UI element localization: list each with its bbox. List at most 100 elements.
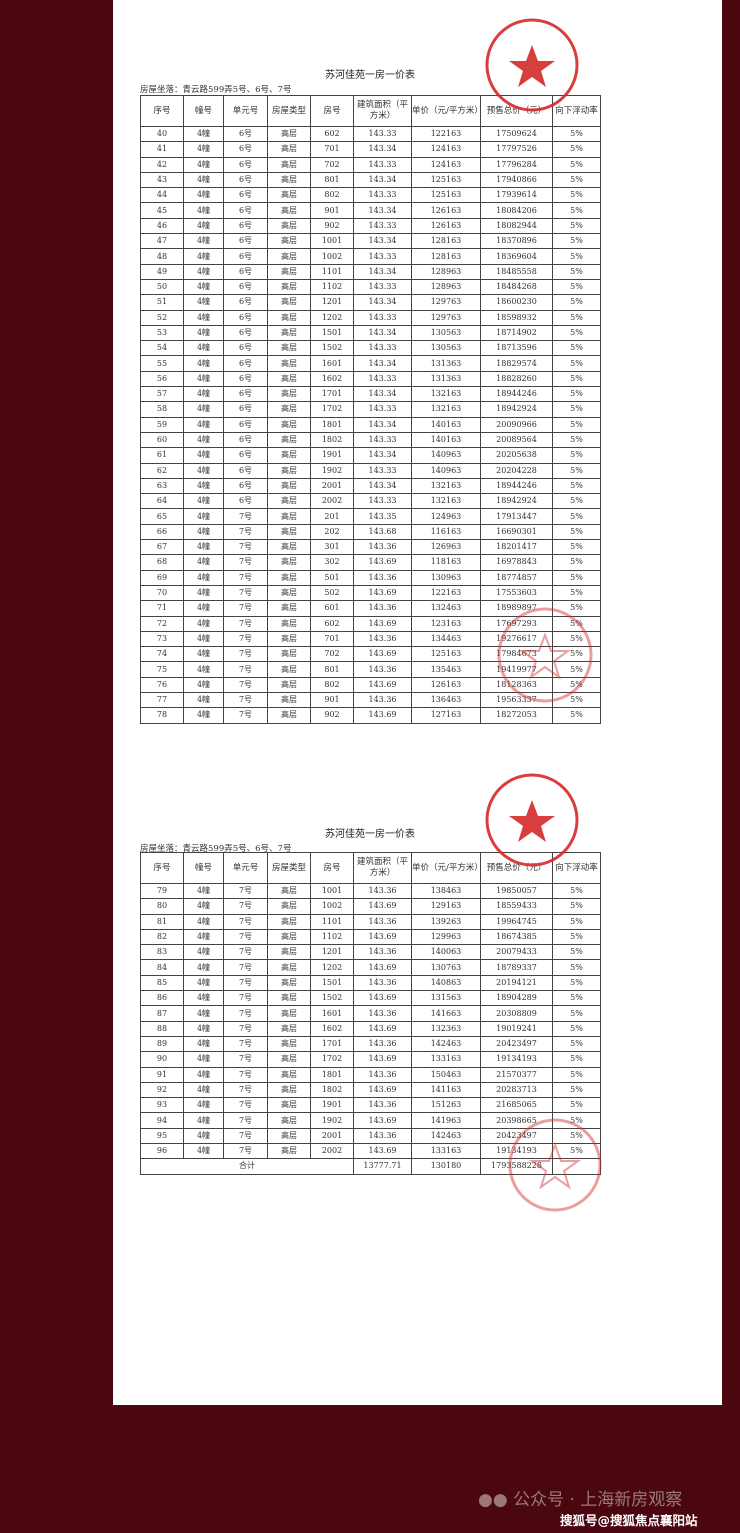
- table-cell: 18484268: [480, 278, 553, 296]
- table-cell: 7号: [223, 1081, 268, 1099]
- table-cell: 1502: [310, 340, 354, 357]
- table-cell: 高层: [267, 569, 311, 586]
- table-row: 58 4幢 6号 高层 1702 143.33 132163 18942924 5%: [140, 401, 601, 418]
- table-cell: 143.36: [353, 539, 412, 556]
- table-cell: 138463: [411, 882, 481, 900]
- table-cell: 143.69: [353, 959, 412, 976]
- table-cell: 1201: [310, 944, 354, 961]
- table-cell: 4幢: [183, 294, 224, 311]
- table-cell: 6号: [223, 324, 268, 342]
- table-cell: 1702: [310, 1051, 354, 1068]
- table-cell: 4幢: [183, 324, 224, 342]
- table-cell: 901: [310, 202, 354, 219]
- table-cell: 7号: [223, 882, 268, 900]
- sheet-title: 苏河佳苑一房一价表: [325, 829, 415, 840]
- table-row: 61 4幢 6号 高层 1901 143.34 140963 20205638 5%: [140, 447, 601, 464]
- table-cell: 4幢: [183, 676, 224, 693]
- table-cell: 5%: [552, 340, 601, 357]
- table-row: 82 4幢 7号 高层 1102 143.69 129963 18674385 5%: [140, 928, 601, 946]
- table-cell: 125163: [411, 646, 481, 663]
- table-cell: 高层: [267, 554, 311, 571]
- table-cell: 89: [140, 1035, 184, 1053]
- column-header: 单价（元/平方米）: [411, 852, 481, 884]
- table-row: 84 4幢 7号 高层 1202 143.69 130763 18789337 5%: [140, 959, 601, 976]
- table-cell: 87: [140, 1005, 184, 1022]
- table-cell: 高层: [267, 401, 311, 418]
- table-cell: 143.33: [353, 248, 412, 265]
- table-cell: 高层: [267, 898, 311, 915]
- table-cell: 4幢: [183, 898, 224, 915]
- table-cell: 84: [140, 959, 184, 976]
- table-cell: 高层: [267, 340, 311, 357]
- table-cell: 125163: [411, 171, 481, 189]
- table-cell: 5%: [552, 141, 601, 158]
- table-cell: 7号: [223, 1127, 268, 1145]
- table-cell: 5%: [552, 386, 601, 403]
- table-cell: 4幢: [183, 1081, 224, 1099]
- table-cell: 高层: [267, 324, 311, 342]
- table-cell: 7号: [223, 974, 268, 992]
- table-cell: 143.36: [353, 944, 412, 961]
- table-cell: 6号: [223, 309, 268, 326]
- table-cell: 高层: [267, 1097, 311, 1114]
- table-cell: 1601: [310, 355, 354, 372]
- table-cell: 4幢: [183, 278, 224, 296]
- table-cell: 高层: [267, 691, 311, 709]
- table-cell: 高层: [267, 386, 311, 403]
- table-cell: 45: [140, 202, 184, 219]
- header-row: 序号 幢号 单元号 房屋类型 房号 建筑面积（平方米） 单价（元/平方米） 预售总价（元） 向下…: [140, 95, 601, 127]
- column-header: 建筑面积（平方米）: [353, 95, 412, 127]
- table-cell: 5%: [552, 959, 601, 976]
- table-cell: 4幢: [183, 141, 224, 158]
- table-row: 44 4幢 6号 高层 802 143.33 125163 17939614 5%: [140, 187, 601, 204]
- table-cell: 63: [140, 477, 184, 495]
- table-cell: 高层: [267, 263, 311, 280]
- table-row: 86 4幢 7号 高层 1502 143.69 131563 18904289 5%: [140, 990, 601, 1007]
- table-cell: 17913447: [480, 508, 553, 525]
- table-cell: 1702: [310, 401, 354, 418]
- column-header: 单价（元/平方米）: [411, 95, 481, 127]
- table-cell: 18598932: [480, 309, 553, 326]
- table-cell: 19019241: [480, 1020, 553, 1037]
- table-cell: 1501: [310, 974, 354, 992]
- table-cell: 18485558: [480, 263, 553, 280]
- table-cell: 1202: [310, 959, 354, 976]
- wechat-watermark: ●● 公众号 · 上海新房观察: [478, 1490, 683, 1510]
- table-cell: 高层: [267, 187, 311, 204]
- table-cell: 4幢: [183, 493, 224, 510]
- table-cell: 125163: [411, 187, 481, 204]
- table-cell: 5%: [552, 462, 601, 479]
- table-cell: 高层: [267, 477, 311, 495]
- table-cell: 5%: [552, 974, 601, 992]
- table-cell: 高层: [267, 1081, 311, 1099]
- table-cell: 高层: [267, 1143, 311, 1160]
- table-cell: 5%: [552, 1066, 601, 1083]
- table-cell: 5%: [552, 928, 601, 946]
- table-cell: 6号: [223, 431, 268, 449]
- table-cell: 高层: [267, 944, 311, 961]
- table-cell: 18789337: [480, 959, 553, 976]
- table-cell: 65: [140, 508, 184, 525]
- total-row: 合计 13777.71 130180 1793588228: [140, 1158, 601, 1175]
- table-row: 66 4幢 7号 高层 202 143.68 116163 16690301 5%: [140, 523, 601, 541]
- table-cell: 4幢: [183, 1066, 224, 1083]
- faded-seal-stamp: [497, 607, 593, 703]
- total-cell: 合计: [140, 1158, 354, 1175]
- table-cell: 18942924: [480, 493, 553, 510]
- table-cell: 67: [140, 539, 184, 556]
- table-cell: 802: [310, 187, 354, 204]
- table-cell: 802: [310, 676, 354, 693]
- table-cell: 5%: [552, 263, 601, 280]
- table-row: 45 4幢 6号 高层 901 143.34 126163 18084206 5%: [140, 202, 601, 219]
- table-cell: 5%: [552, 233, 601, 250]
- table-cell: 6号: [223, 416, 268, 433]
- table-cell: 5%: [552, 944, 601, 961]
- table-cell: 5%: [552, 584, 601, 602]
- table-cell: 7号: [223, 913, 268, 930]
- table-cell: 133163: [411, 1051, 481, 1068]
- table-cell: 4幢: [183, 990, 224, 1007]
- table-cell: 132163: [411, 386, 481, 403]
- table-cell: 19964745: [480, 913, 553, 930]
- table-cell: 1102: [310, 928, 354, 946]
- table-cell: 1602: [310, 370, 354, 388]
